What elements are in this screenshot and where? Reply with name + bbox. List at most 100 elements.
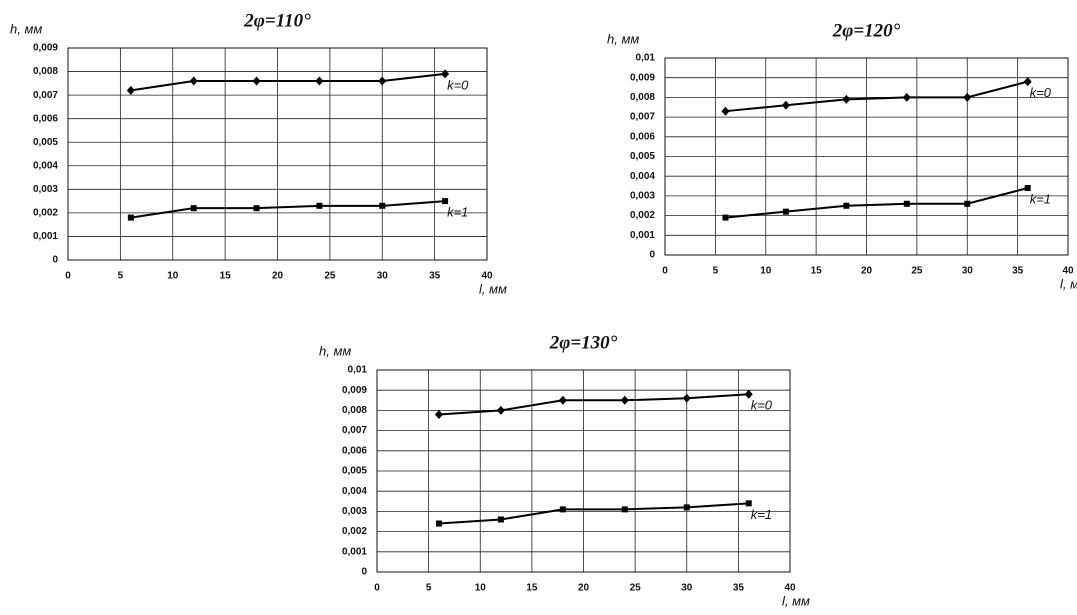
chart-title: 2φ=110° (243, 10, 311, 31)
y-tick-label: 0,004 (342, 486, 367, 497)
y-tick-label: 0,007 (342, 425, 367, 436)
series-line (130, 200, 446, 219)
y-tick-label: 0,004 (630, 171, 655, 182)
marker (683, 504, 690, 511)
marker (1023, 77, 1032, 87)
marker (315, 76, 324, 86)
x-tick-label: 5 (118, 271, 124, 282)
x-tick-label: 35 (1012, 266, 1024, 277)
y-tick-label: 0 (649, 250, 655, 261)
plot-border (67, 47, 488, 261)
marker (189, 76, 198, 86)
x-tick-label: 0 (662, 266, 668, 277)
y-tick-label: 0,008 (630, 92, 655, 103)
series-line (130, 72, 446, 92)
y-tick-label: 0,01 (636, 53, 656, 64)
marker (379, 202, 386, 209)
marker (842, 94, 851, 104)
marker (902, 92, 911, 102)
series-line (438, 502, 749, 525)
marker (190, 205, 197, 212)
y-tick-label: 0,008 (33, 66, 58, 77)
marker (126, 85, 135, 95)
marker (378, 76, 387, 86)
x-tick-label: 25 (630, 583, 642, 594)
x-tick-label: 35 (429, 271, 441, 282)
x-tick-label: 25 (324, 271, 336, 282)
x-tick-label: 5 (713, 266, 719, 277)
marker (745, 500, 752, 507)
plot-border (664, 57, 1069, 256)
chart-title: 2φ=130° (549, 332, 618, 353)
x-tick-label: 40 (481, 271, 493, 282)
plot-border (376, 369, 791, 573)
x-tick-label: 15 (220, 271, 232, 282)
y-tick-label: 0,007 (33, 90, 58, 101)
marker (621, 506, 628, 513)
x-tick-label: 35 (733, 583, 745, 594)
series-label: k=1 (1030, 191, 1051, 206)
y-tick-label: 0,005 (630, 151, 655, 162)
y-tick-label: 0,008 (342, 405, 367, 416)
marker (442, 198, 449, 205)
marker (903, 200, 910, 207)
y-tick-label: 0,006 (630, 131, 655, 142)
y-tick-label: 0,001 (33, 231, 58, 242)
y-tick-label: 0 (361, 567, 367, 578)
x-tick-label: 0 (374, 583, 380, 594)
series-line (438, 393, 749, 416)
marker (620, 395, 629, 405)
y-tick-label: 0,005 (342, 466, 367, 477)
y-tick-label: 0,001 (342, 546, 367, 557)
x-tick-label: 15 (811, 266, 823, 277)
y-tick-label: 0,009 (342, 385, 367, 396)
marker (722, 214, 729, 221)
x-tick-label: 0 (65, 271, 71, 282)
y-tick-label: 0,005 (33, 137, 58, 148)
marker (721, 106, 730, 116)
marker (497, 516, 504, 523)
marker (435, 520, 442, 527)
marker (558, 395, 567, 405)
y-tick-label: 0,003 (342, 506, 367, 517)
y-axis-label: h, мм (10, 21, 42, 36)
marker (782, 208, 789, 215)
y-tick-label: 0,006 (342, 445, 367, 456)
x-tick-label: 20 (861, 266, 873, 277)
x-tick-label: 40 (1062, 266, 1074, 277)
x-tick-label: 10 (167, 271, 179, 282)
y-tick-label: 0,002 (33, 208, 58, 219)
x-tick-label: 20 (578, 583, 590, 594)
y-tick-label: 0,001 (630, 230, 655, 241)
marker (496, 405, 505, 415)
x-axis-label: l, мм (479, 281, 507, 296)
marker (253, 205, 260, 212)
x-tick-label: 5 (426, 583, 432, 594)
x-tick-label: 25 (911, 266, 923, 277)
marker (434, 409, 443, 419)
y-tick-label: 0,002 (630, 210, 655, 221)
x-tick-label: 10 (760, 266, 772, 277)
y-tick-label: 0,009 (33, 43, 58, 54)
x-tick-label: 15 (526, 583, 538, 594)
y-tick-label: 0,006 (33, 113, 58, 124)
series-label: k=0 (447, 77, 469, 92)
x-axis-label: l, мм (1060, 276, 1077, 291)
x-tick-label: 30 (962, 266, 974, 277)
x-tick-label: 40 (784, 583, 796, 594)
y-axis-label: h, мм (319, 343, 351, 358)
series-line (725, 187, 1028, 219)
marker (744, 389, 753, 399)
marker (316, 202, 323, 209)
series-label: k=0 (1030, 85, 1052, 100)
y-tick-label: 0,003 (630, 191, 655, 202)
x-tick-label: 30 (377, 271, 389, 282)
y-tick-label: 0,01 (348, 365, 368, 376)
y-tick-label: 0,009 (630, 72, 655, 83)
y-tick-label: 0,004 (33, 160, 58, 171)
y-tick-label: 0,007 (630, 112, 655, 123)
series-label: k=0 (751, 398, 773, 413)
series-label: k=1 (751, 507, 772, 522)
series-label: k=1 (447, 205, 468, 220)
